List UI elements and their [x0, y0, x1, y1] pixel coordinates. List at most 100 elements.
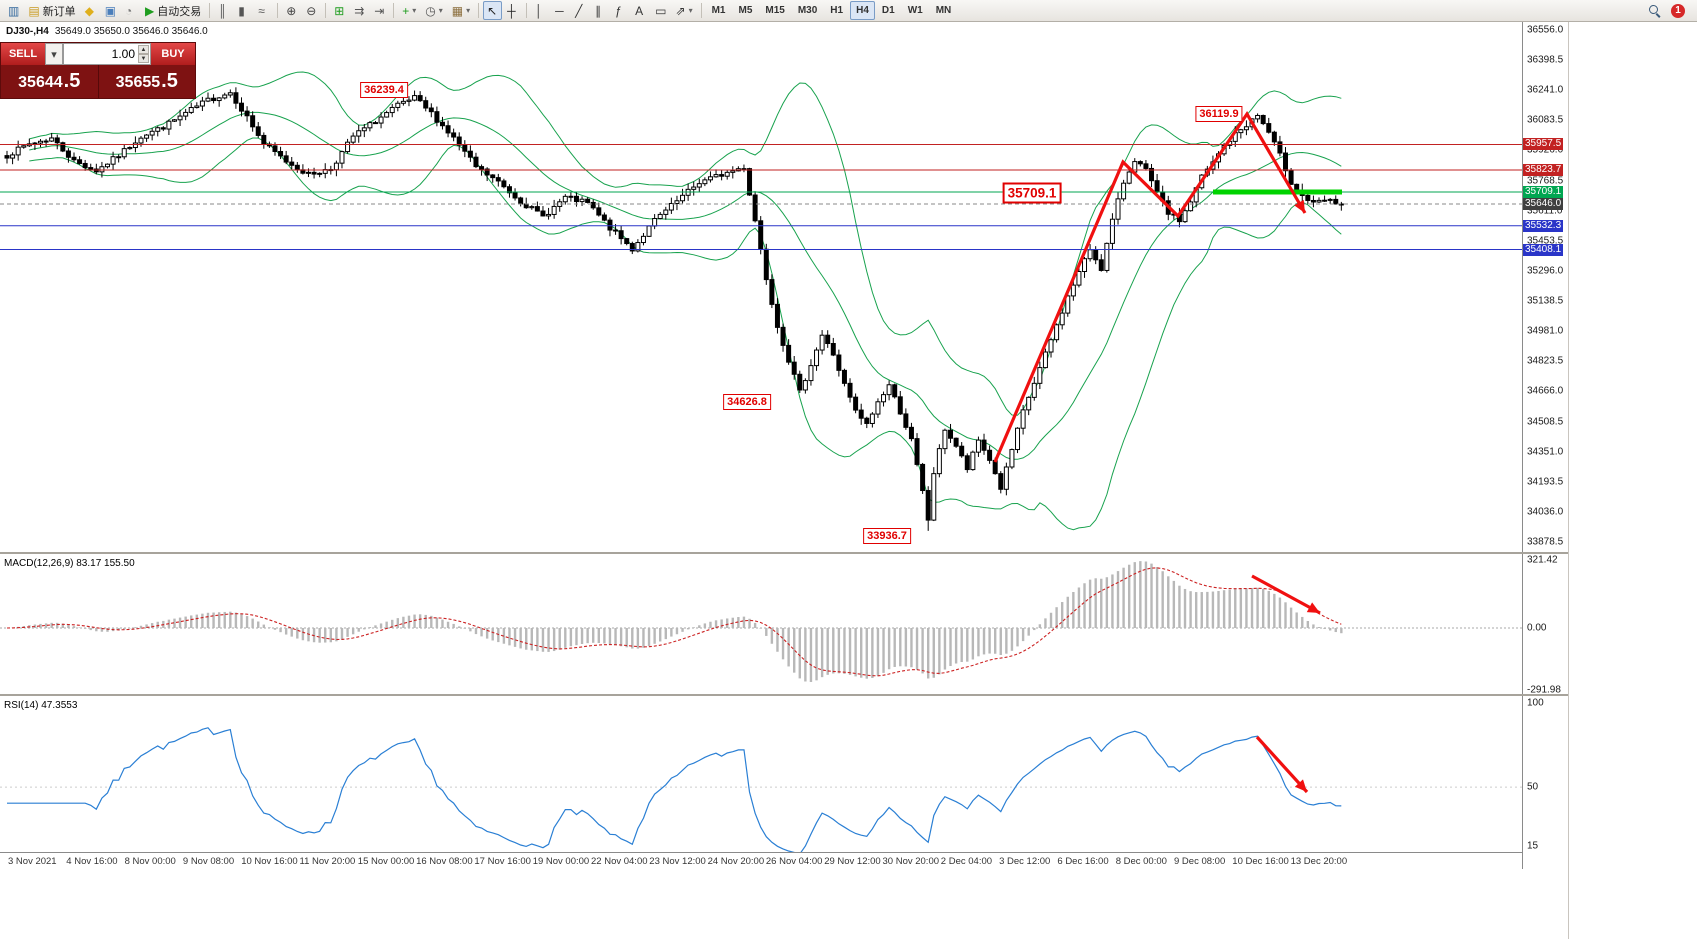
price-tick: 34036.0	[1527, 506, 1564, 518]
new-order-button[interactable]: ▤ 新订单	[28, 3, 76, 18]
periods-button[interactable]: ◷ ▾	[425, 3, 443, 18]
price-annotation[interactable]: 36119.9	[1195, 106, 1243, 122]
fibonacci-button[interactable]: ƒ	[615, 3, 622, 18]
price-tick: 34508.5	[1527, 416, 1564, 428]
time-label: 8 Nov 00:00	[124, 856, 176, 867]
trend-arrow[interactable]	[1255, 735, 1309, 794]
price-annotation[interactable]: 36239.4	[360, 82, 408, 98]
cursor-button[interactable]: ↖	[483, 1, 503, 20]
chart-shift-button[interactable]: ⇥	[374, 3, 385, 18]
macd-tick: -291.98	[1527, 684, 1561, 696]
candlestick-mode-button[interactable]: ▮	[238, 3, 245, 18]
price-annotation[interactable]: 34626.8	[723, 394, 771, 410]
price-tick: 34823.5	[1527, 355, 1564, 367]
price-tick: 34981.0	[1527, 325, 1564, 337]
sell-button[interactable]: SELL	[1, 43, 45, 65]
main-chart[interactable]	[0, 22, 1522, 552]
price-tick: 36556.0	[1527, 24, 1564, 36]
trend-arrow-head[interactable]	[1294, 199, 1305, 213]
timeframe-m5-button[interactable]: M5	[738, 5, 753, 16]
time-label: 2 Dec 04:00	[940, 856, 993, 867]
vertical-line-button[interactable]: │	[535, 3, 543, 18]
price-line-label: 35957.5	[1523, 138, 1564, 151]
trend-arrow-head[interactable]	[1306, 602, 1320, 613]
rsi-tick: 100	[1527, 697, 1544, 709]
zoom-in-button[interactable]: ⊕	[286, 3, 297, 18]
line-chart-mode-button[interactable]: ≈	[258, 3, 265, 18]
search-icon[interactable]	[1648, 4, 1661, 17]
text-button[interactable]: A	[635, 3, 644, 18]
time-label: 9 Nov 08:00	[182, 856, 235, 867]
volume-up-button[interactable]: ▲	[138, 45, 149, 54]
time-label: 23 Nov 12:00	[649, 856, 706, 867]
time-label: 4 Nov 16:00	[66, 856, 118, 867]
buy-button[interactable]: BUY	[151, 43, 195, 65]
autotrading-button[interactable]: ▶ 自动交易	[145, 3, 202, 18]
templates-button[interactable]: ▦ ▾	[451, 3, 471, 18]
timeframe-h4-button[interactable]: H4	[850, 1, 875, 20]
volume-input[interactable]: 1.00 ▲ ▼	[63, 43, 151, 65]
volume-value: 1.00	[111, 47, 135, 61]
crosshair-button[interactable]: ┼	[507, 3, 516, 18]
indicators-button[interactable]: + ▾	[402, 3, 417, 18]
time-label: 30 Nov 20:00	[882, 856, 940, 867]
trend-arrow[interactable]	[1251, 574, 1321, 615]
trendline-button[interactable]: ╱	[575, 3, 583, 18]
price-tick: 36083.5	[1527, 114, 1564, 126]
timeframe-d1-button[interactable]: D1	[881, 5, 895, 16]
profiles-button[interactable]: ▣	[104, 3, 117, 18]
new-chart-button[interactable]: ▥	[8, 3, 20, 18]
toolbar-separator	[209, 3, 211, 18]
metaeditor-button[interactable]: ◆	[84, 3, 94, 18]
auto-scroll-button[interactable]: ⇉	[354, 3, 365, 18]
price-annotation[interactable]: 33936.7	[863, 528, 911, 544]
bid-price-button[interactable]: 35644.5	[1, 65, 99, 98]
data-window-button[interactable]: ◔	[125, 3, 133, 18]
bar-chart-mode-button[interactable]: ║	[218, 3, 227, 18]
order-options-dropdown[interactable]: ▾	[45, 43, 63, 65]
time-label: 16 Nov 08:00	[416, 856, 473, 867]
timeframe-w1-button[interactable]: W1	[907, 5, 923, 16]
time-label: 3 Nov 2021	[8, 856, 57, 867]
timeframe-m15-button[interactable]: M15	[765, 5, 785, 16]
price-annotation[interactable]: 35709.1	[1002, 182, 1062, 204]
rsi-panel[interactable]	[0, 696, 1522, 852]
timeframe-mn-button[interactable]: MN	[935, 5, 952, 16]
panel-separator[interactable]	[0, 552, 1568, 554]
panel-separator[interactable]	[0, 694, 1568, 696]
timeframe-m1-button[interactable]: M1	[711, 5, 726, 16]
tile-windows-button[interactable]: ⊞	[334, 3, 345, 18]
time-label: 22 Nov 04:00	[591, 856, 648, 867]
volume-down-button[interactable]: ▼	[138, 54, 149, 63]
time-axis: 3 Nov 2021 4 Nov 16:00 8 Nov 00:00 9 Nov 08…	[0, 852, 1568, 870]
rsi-line	[7, 727, 1342, 852]
macd-tick: 0.00	[1527, 622, 1547, 634]
ask-price-button[interactable]: 35655.5	[99, 65, 196, 98]
price-line-label: 35408.1	[1523, 243, 1564, 256]
notification-badge[interactable]: 1	[1671, 3, 1685, 18]
toolbar-right: 1	[1648, 3, 1693, 18]
macd-panel[interactable]	[0, 554, 1522, 694]
equidistant-channel-button[interactable]: ∥	[595, 3, 602, 18]
chart-window[interactable]: DJ30-,H4 35649.0 35650.0 35646.0 35646.0 …	[0, 22, 1568, 939]
timeframe-m30-button[interactable]: M30	[797, 5, 818, 16]
arrows-button[interactable]: ⇗ ▾	[675, 3, 693, 18]
timeframe-h1-button[interactable]: H1	[830, 5, 844, 16]
trend-arrow-head[interactable]	[1294, 779, 1307, 792]
price-tick: 34351.0	[1527, 446, 1564, 458]
zoom-out-button[interactable]: ⊖	[306, 3, 317, 18]
rsi-indicator-label: RSI(14) 47.3553	[4, 700, 78, 711]
price-line-label: 35646.0	[1523, 198, 1564, 210]
time-label: 26 Nov 04:00	[765, 856, 823, 867]
price-tick: 34193.5	[1527, 476, 1564, 488]
text-label-button[interactable]: ▭	[655, 3, 667, 18]
bollinger-upper-band	[29, 71, 1342, 416]
candlestick-series	[4, 87, 1344, 531]
horizontal-line-button[interactable]: ─	[555, 3, 564, 18]
ask-price-fraction: .5	[161, 70, 178, 92]
macd-signal-line	[6, 567, 1342, 677]
chart-title: DJ30-,H4 35649.0 35650.0 35646.0 35646.0	[6, 26, 208, 37]
trend-arrow[interactable]	[993, 111, 1307, 463]
toolbar-separator	[325, 3, 327, 18]
toolbar-buttons: ▥ ▤ 新订单 ◆ ▣ ◔ ▶ 自动交易 ║ ▮ ≈ ⊕ ⊖ ⊞ ⇉ ⇥ + ▾ ◷ ▾ ▦ ▾ ↖ ┼ │ ─ ╱ ∥ ƒ A ▭ ⇗ ▾ M1…	[4, 0, 957, 21]
